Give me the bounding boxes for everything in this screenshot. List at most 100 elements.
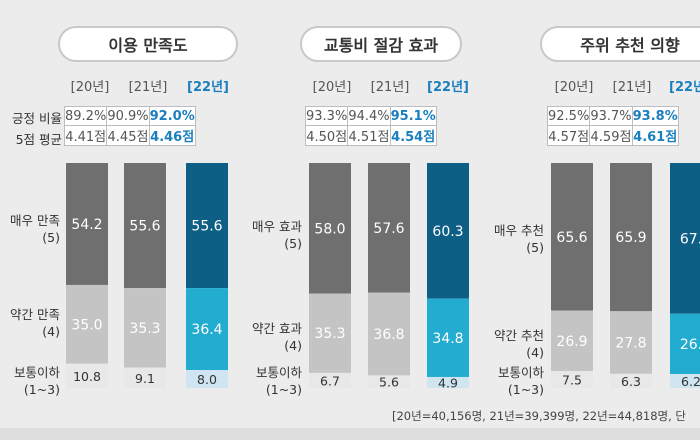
cat-label-line: (4) xyxy=(526,345,544,360)
table-cell: 92.5% xyxy=(546,106,591,126)
cat-label-low: 보통이하 (1~3) xyxy=(236,364,302,398)
bar-segment xyxy=(66,284,108,364)
table-cell: 92.0% xyxy=(148,106,196,126)
bar-segment xyxy=(670,313,700,375)
cat-label-line: 약간 효과 xyxy=(252,321,302,336)
data-label: 6.7 xyxy=(320,373,340,388)
data-label: 27.8 xyxy=(615,336,646,352)
data-label: 55.6 xyxy=(191,219,222,235)
bar-segment xyxy=(124,288,166,368)
stats-table: 92.5% 93.7% 93.8% 4.57점 4.59점 4.61점 xyxy=(546,106,679,146)
data-label: 60.3 xyxy=(432,224,463,240)
cat-label-mid: 약간 효과 (4) xyxy=(236,320,302,354)
data-label: 26.9 xyxy=(556,334,587,350)
data-label: 36.4 xyxy=(191,322,222,338)
cat-label-top: 매우 만족 (5) xyxy=(0,212,60,246)
cat-label-mid: 약간 추천 (4) xyxy=(478,327,544,361)
table-cell: 4.61점 xyxy=(631,125,679,146)
row-label-average: 5점 평균 xyxy=(15,132,62,147)
data-label: 65.6 xyxy=(556,230,587,246)
table-row: 4.57점 4.59점 4.61점 xyxy=(546,125,679,146)
bar-segment xyxy=(610,373,652,388)
bar-segment xyxy=(186,370,228,388)
cat-label-line: 보통이하 xyxy=(13,365,60,380)
table-cell: 4.59점 xyxy=(589,125,633,146)
table-cell: 4.54점 xyxy=(389,125,437,146)
data-label: 57.6 xyxy=(373,221,404,237)
panel-title: 주위 추천 의향 xyxy=(540,26,700,62)
cat-label-line: (5) xyxy=(284,236,302,251)
data-label: 65.9 xyxy=(615,230,646,246)
year-label: [20년] xyxy=(554,80,594,95)
data-label: 7.5 xyxy=(562,373,582,388)
data-label: 4.9 xyxy=(438,375,458,390)
cat-label-line: (1~3) xyxy=(507,382,544,397)
cat-label-top: 매우 추천 (5) xyxy=(478,222,544,256)
cat-label-line: (4) xyxy=(284,338,302,353)
table-cell: 4.45점 xyxy=(106,125,150,146)
table-row: 4.41점 4.45점 4.46점 xyxy=(63,125,196,146)
cat-label-line: 매우 효과 xyxy=(252,219,302,234)
bar-segment xyxy=(551,371,593,388)
cat-label-top: 매우 효과 (5) xyxy=(236,218,302,252)
table-cell: 4.41점 xyxy=(63,125,108,146)
year-label: [22년] xyxy=(427,80,469,95)
data-label: 35.0 xyxy=(71,317,102,333)
data-label: 5.6 xyxy=(379,375,399,390)
bar-segment xyxy=(66,163,108,285)
bar-segment xyxy=(309,163,351,294)
bar-segment xyxy=(66,363,108,388)
bar-segment xyxy=(551,310,593,372)
year-label: [20년] xyxy=(312,80,352,95)
cat-label-line: 보통이하 xyxy=(255,365,302,380)
year-label: [20년] xyxy=(70,80,110,95)
cat-label-line: 보통이하 xyxy=(497,365,544,380)
bar-segment xyxy=(670,374,700,388)
panel-title: 이용 만족도 xyxy=(58,26,238,62)
data-label: 54.2 xyxy=(71,217,102,233)
cat-label-low: 보통이하 (1~3) xyxy=(478,364,544,398)
table-cell: 95.1% xyxy=(389,106,437,126)
year-label: [21년] xyxy=(128,80,168,95)
data-label: 9.1 xyxy=(135,371,155,386)
data-label: 6.3 xyxy=(621,374,641,389)
bar-segment xyxy=(610,311,652,374)
table-row: 92.5% 93.7% 93.8% xyxy=(546,106,679,126)
data-label: 34.8 xyxy=(432,331,463,347)
year-label: [21년] xyxy=(370,80,410,95)
stats-table: 93.3% 94.4% 95.1% 4.50점 4.51점 4.54점 xyxy=(304,106,437,146)
bar-segment xyxy=(309,293,351,373)
bar-segment xyxy=(309,372,351,388)
bar-segment xyxy=(368,163,410,293)
bar-segment xyxy=(368,375,410,388)
cat-label-line: (4) xyxy=(42,324,60,339)
table-cell: 94.4% xyxy=(347,106,391,126)
cat-label-line: (5) xyxy=(526,240,544,255)
cat-label-line: 약간 만족 xyxy=(10,307,60,322)
cat-label-low: 보통이하 (1~3) xyxy=(0,364,60,398)
bar-segment xyxy=(368,292,410,376)
data-label: 67. xyxy=(680,231,700,247)
bar-segment xyxy=(427,163,469,299)
data-label: 6.2 xyxy=(681,374,700,389)
cat-label-line: (5) xyxy=(42,230,60,245)
data-label: 35.3 xyxy=(314,326,345,342)
data-label: 8.0 xyxy=(197,372,217,387)
bar-segment xyxy=(427,298,469,377)
table-cell: 4.57점 xyxy=(546,125,591,146)
data-label: 10.8 xyxy=(73,369,101,384)
bar-segment xyxy=(670,163,700,314)
table-cell: 93.8% xyxy=(631,106,679,126)
stats-table: 89.2% 90.9% 92.0% 4.41점 4.45점 4.46점 xyxy=(63,106,196,146)
bar-segment xyxy=(427,376,469,388)
year-label: [21년] xyxy=(612,80,652,95)
table-cell: 4.46점 xyxy=(148,125,196,146)
bar-segment xyxy=(610,163,652,312)
cat-label-line: 매우 추천 xyxy=(494,223,544,238)
cat-label-line: 약간 추천 xyxy=(494,328,544,343)
table-row: 4.50점 4.51점 4.54점 xyxy=(304,125,437,146)
bar-segment xyxy=(551,163,593,311)
table-cell: 4.50점 xyxy=(304,125,349,146)
bar-segment xyxy=(186,163,228,289)
